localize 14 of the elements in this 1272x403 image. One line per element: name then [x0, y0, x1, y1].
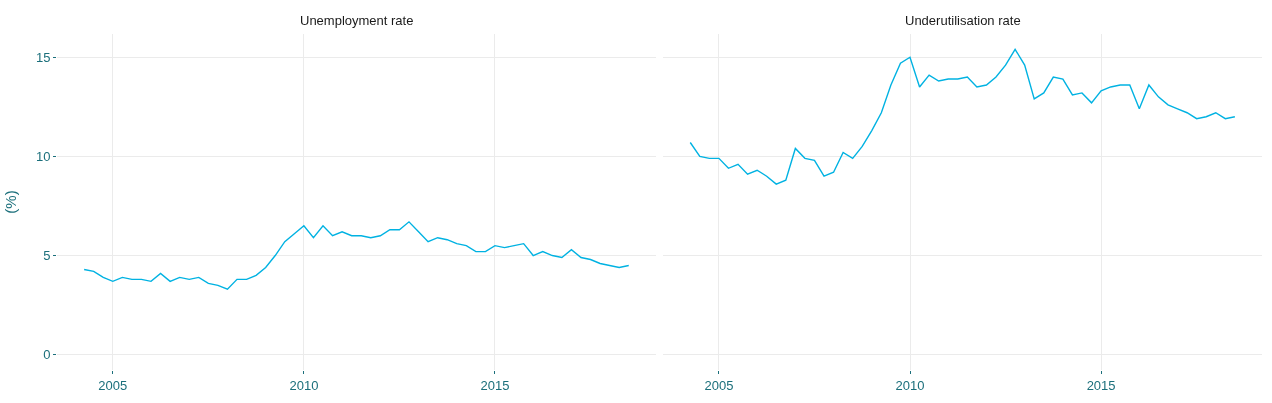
- x-tick-label: 2005: [98, 377, 128, 393]
- y-tick-label: 15: [35, 49, 51, 65]
- y-tick-label: 5: [43, 248, 51, 264]
- x-tick-label: 2015: [480, 377, 510, 393]
- y-axis-title: (%): [2, 190, 20, 214]
- x-tick-label: 2010: [289, 377, 319, 393]
- line-series: [83, 221, 630, 290]
- x-tick-label: 2015: [1086, 377, 1116, 393]
- y-tick-label: 10: [35, 148, 51, 164]
- x-tick-label: 2010: [895, 377, 925, 393]
- chart-title: Unemployment rate: [300, 13, 414, 28]
- x-tick-label: 2005: [704, 377, 734, 393]
- chart-title: Underutilisation rate: [905, 13, 1021, 28]
- y-tick-label: 0: [43, 347, 51, 363]
